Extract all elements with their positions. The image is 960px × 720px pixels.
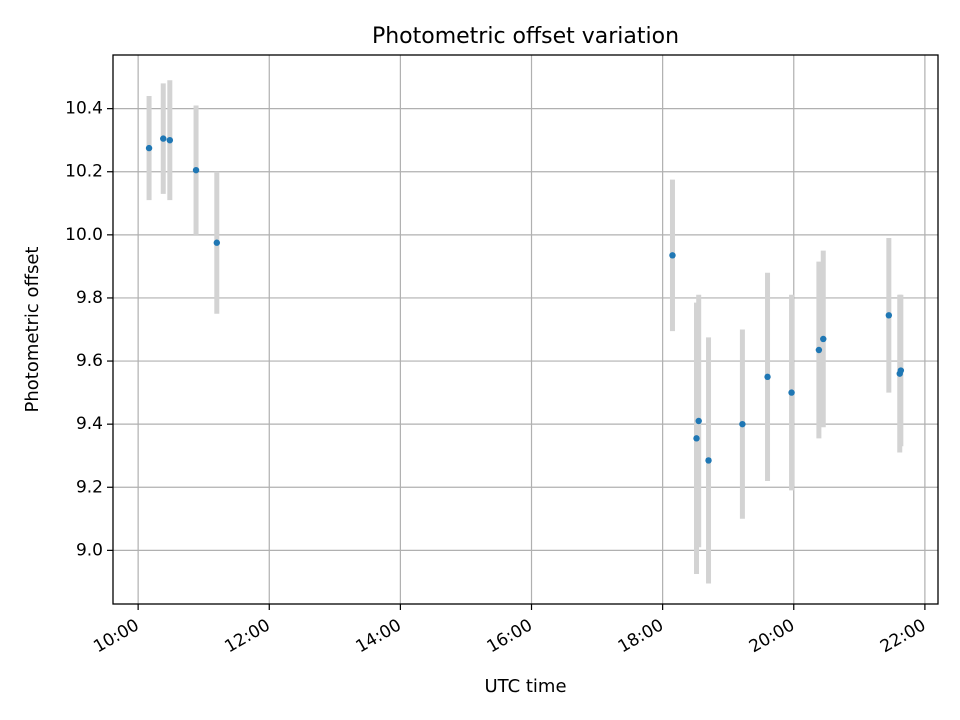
- data-point: [213, 239, 221, 246]
- x-tick-label: 20:00: [746, 615, 798, 657]
- plot-frame: [112, 54, 939, 605]
- y-tick-label: 9.4: [76, 414, 103, 434]
- chart-title: Photometric offset variation: [372, 24, 679, 49]
- data-point: [764, 373, 771, 381]
- data-point: [693, 435, 700, 442]
- error-bars: [146, 80, 904, 584]
- y-tick-label: 10.0: [65, 225, 103, 245]
- data-point: [166, 136, 174, 144]
- x-tick-label: 18:00: [615, 615, 667, 657]
- data-point: [885, 312, 893, 319]
- y-tick-label: 9.6: [76, 351, 103, 371]
- x-tick-label: 14:00: [352, 615, 404, 657]
- data-point: [695, 417, 702, 425]
- y-tick-label: 9.2: [76, 477, 103, 497]
- data-point: [705, 457, 712, 464]
- data-point: [192, 166, 200, 174]
- y-tick-label: 9.8: [76, 288, 103, 308]
- data-point: [788, 389, 795, 396]
- y-axis-label: Photometric offset: [22, 247, 43, 413]
- grid-lines: [113, 55, 938, 604]
- x-tick-label: 22:00: [877, 615, 929, 657]
- data-point: [160, 135, 167, 142]
- y-tick-label: 10.2: [65, 162, 103, 182]
- data-points: [145, 135, 905, 464]
- data-point: [669, 252, 676, 259]
- data-point: [815, 346, 823, 354]
- x-axis-label: UTC time: [484, 676, 566, 697]
- data-point: [739, 420, 746, 428]
- y-tick-label: 9.0: [76, 540, 103, 560]
- data-point: [145, 144, 153, 152]
- y-tick-label: 10.4: [65, 99, 103, 119]
- data-point: [897, 367, 905, 374]
- x-tick-label: 10:00: [90, 615, 142, 657]
- x-tick-label: 12:00: [221, 615, 273, 657]
- x-tick-label: 16:00: [484, 615, 536, 657]
- data-point: [820, 335, 827, 343]
